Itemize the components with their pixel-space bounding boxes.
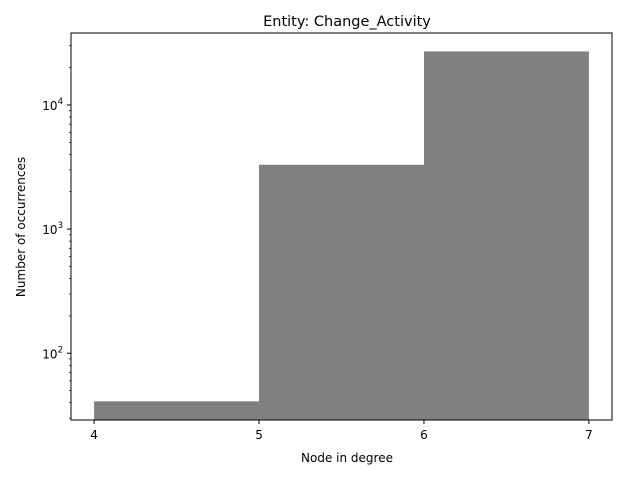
x-tick-label: 6 [420, 428, 428, 442]
plot-frame [70, 32, 613, 421]
chart-title: Entity: Change_Activity [263, 14, 431, 30]
y-tick-label: 103 [42, 221, 63, 237]
y-tick-label: 102 [42, 345, 63, 361]
y-tick-label: 104 [42, 97, 63, 113]
histogram-bar-3 [423, 51, 589, 421]
y-ticks-group: 102 103 104 [42, 45, 71, 419]
x-tick-label: 5 [255, 428, 263, 442]
x-axis-label: Node in degree [301, 451, 393, 465]
histogram-bar-1 [94, 401, 260, 420]
bars-group [94, 51, 589, 421]
x-ticks-group: 4 5 6 7 [90, 420, 593, 442]
x-tick-label: 4 [90, 428, 98, 442]
histogram-bar-2 [259, 164, 424, 420]
y-axis-label: Number of occurrences [14, 157, 28, 297]
x-tick-label: 7 [585, 428, 593, 442]
